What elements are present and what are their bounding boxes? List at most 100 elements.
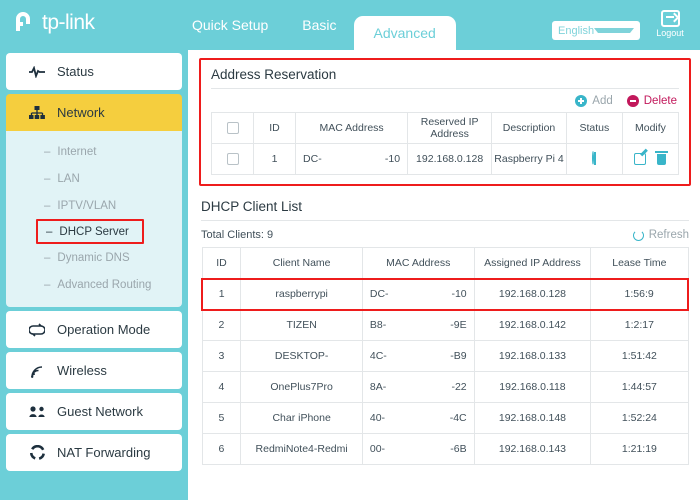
add-button[interactable]: Add xyxy=(575,95,613,107)
cell-mac-address: B8- -9E xyxy=(361,309,475,341)
sidebar-item-iptv-vlan[interactable]: – IPTV/VLAN xyxy=(6,192,182,219)
cell-lease-time: 1:52:24 xyxy=(590,402,689,434)
sidebar-item-status[interactable]: Status xyxy=(6,53,182,90)
table-header-row: ID MAC Address Reserved IP Address Descr… xyxy=(210,112,680,144)
refresh-label: Refresh xyxy=(648,229,689,241)
mac-suffix: -B9 xyxy=(450,350,467,362)
sidebar-label-status: Status xyxy=(57,64,94,79)
sidebar-item-nat-forwarding[interactable]: NAT Forwarding xyxy=(6,434,182,471)
tab-advanced[interactable]: Advanced xyxy=(353,16,456,50)
sidebar-item-lan[interactable]: – LAN xyxy=(6,165,182,192)
header-id: ID xyxy=(253,112,297,144)
cell-mac-address: DC- -10 xyxy=(361,277,475,311)
address-reservation-table: ID MAC Address Reserved IP Address Descr… xyxy=(210,112,680,175)
sidebar-label-operation-mode: Operation Mode xyxy=(57,322,151,337)
language-value: English xyxy=(558,24,595,37)
dash-marker: – xyxy=(44,278,51,291)
light-bulb-icon[interactable] xyxy=(589,151,600,166)
table-row: 4 OnePlus7Pro 8A- -22 192.168.0.118 1:44… xyxy=(201,371,689,403)
circle-plus-icon xyxy=(575,95,588,107)
cell-client-name: RedmiNote4-Redmi xyxy=(240,433,363,465)
mac-prefix: 4C- xyxy=(369,350,387,362)
cell-modify xyxy=(621,143,680,175)
address-reservation-actions: Add Delete xyxy=(211,89,679,112)
sidebar-label-lan: LAN xyxy=(57,172,80,185)
cell-id: 3 xyxy=(201,340,242,372)
pulse-icon xyxy=(26,65,48,78)
sidebar-item-network[interactable]: Network xyxy=(6,94,182,131)
header-assigned-ip: Assigned IP Address xyxy=(473,247,592,279)
table-row: 1 raspberrypi DC- -10 192.168.0.128 1:56… xyxy=(201,277,690,311)
cell-mac-address: 00- -6B xyxy=(361,433,475,465)
mac-prefix: 40- xyxy=(369,412,386,424)
sidebar-item-dynamic-dns[interactable]: – Dynamic DNS xyxy=(6,244,182,271)
sidebar-item-operation-mode[interactable]: Operation Mode xyxy=(6,311,182,348)
table-row: 1 DC- -10 192.168.0.128 Raspberry Pi 4 xyxy=(210,143,680,175)
network-tree-icon xyxy=(26,105,48,120)
logout-icon xyxy=(660,10,680,27)
table-row: 3 DESKTOP- 4C- -B9 192.168.0.133 1:51:42 xyxy=(201,340,689,372)
mac-suffix: -4C xyxy=(449,412,467,424)
sidebar-label-nat-forwarding: NAT Forwarding xyxy=(57,445,151,460)
sidebar-item-dhcp-server[interactable]: – DHCP Server xyxy=(36,219,144,244)
select-all-checkbox[interactable] xyxy=(226,122,239,135)
cell-assigned-ip: 192.168.0.148 xyxy=(473,402,592,434)
header-mac-address: MAC Address xyxy=(295,112,409,144)
brand-name: tp-link xyxy=(42,11,95,34)
trash-icon[interactable] xyxy=(655,150,669,165)
logout-label: Logout xyxy=(656,28,684,38)
row-checkbox[interactable] xyxy=(226,153,239,166)
cell-client-name: raspberrypi xyxy=(240,277,363,311)
delete-label: Delete xyxy=(643,95,677,107)
cell-id: 5 xyxy=(201,402,242,434)
header-select-all xyxy=(210,112,255,144)
dash-marker: – xyxy=(46,225,53,238)
sidebar-label-network: Network xyxy=(57,105,105,120)
dash-marker: – xyxy=(44,145,51,158)
sidebar-item-wireless[interactable]: Wireless xyxy=(6,352,182,389)
cell-client-name: Char iPhone xyxy=(240,402,363,434)
address-reservation-title: Address Reservation xyxy=(211,67,679,89)
cell-mac-address: 40- -4C xyxy=(361,402,475,434)
sidebar-item-advanced-routing[interactable]: – Advanced Routing xyxy=(6,271,182,298)
cell-id: 2 xyxy=(201,309,242,341)
guest-users-icon xyxy=(26,405,48,418)
cell-reserved-ip: 192.168.0.128 xyxy=(407,143,493,175)
mac-suffix: -10 xyxy=(384,153,401,165)
logout-button[interactable]: Logout xyxy=(648,10,692,38)
tab-quick-setup[interactable]: Quick Setup xyxy=(192,17,269,33)
header-description: Description xyxy=(491,112,567,144)
language-select[interactable]: English xyxy=(552,21,640,40)
cell-lease-time: 1:56:9 xyxy=(590,277,690,311)
nat-forwarding-icon xyxy=(26,445,48,460)
sidebar-label-advanced-routing: Advanced Routing xyxy=(57,278,152,291)
cell-assigned-ip: 192.168.0.143 xyxy=(473,433,592,465)
delete-button[interactable]: Delete xyxy=(626,95,677,107)
header-id: ID xyxy=(201,247,242,279)
sidebar-label-dynamic-dns: Dynamic DNS xyxy=(57,251,130,264)
cell-mac-address: 4C- -B9 xyxy=(361,340,475,372)
cell-id: 1 xyxy=(201,277,242,311)
dash-marker: – xyxy=(44,251,51,264)
sidebar-item-guest-network[interactable]: Guest Network xyxy=(6,393,182,430)
pencil-edit-icon[interactable] xyxy=(634,153,647,165)
tab-basic[interactable]: Basic xyxy=(302,17,337,33)
cell-lease-time: 1:44:57 xyxy=(590,371,689,403)
cell-assigned-ip: 192.168.0.133 xyxy=(473,340,592,372)
refresh-icon xyxy=(632,229,644,241)
sidebar-item-internet[interactable]: – Internet xyxy=(6,138,182,165)
cell-id: 6 xyxy=(201,433,242,465)
cell-lease-time: 1:21:19 xyxy=(590,433,689,465)
network-submenu: – Internet – LAN – IPTV/VLAN – DHCP Serv… xyxy=(6,131,182,307)
cell-mac-address: DC- -10 xyxy=(295,143,409,175)
mac-prefix: DC- xyxy=(369,288,389,300)
sidebar-label-wireless: Wireless xyxy=(57,363,107,378)
refresh-button[interactable]: Refresh xyxy=(632,229,689,241)
cell-description: Raspberry Pi 4 xyxy=(491,143,567,175)
table-row: 2 TIZEN B8- -9E 192.168.0.142 1:2:17 xyxy=(201,309,689,341)
mac-prefix: 00- xyxy=(369,443,386,455)
cell-lease-time: 1:51:42 xyxy=(590,340,689,372)
mac-suffix: -10 xyxy=(451,288,467,300)
mac-prefix: B8- xyxy=(369,319,387,332)
